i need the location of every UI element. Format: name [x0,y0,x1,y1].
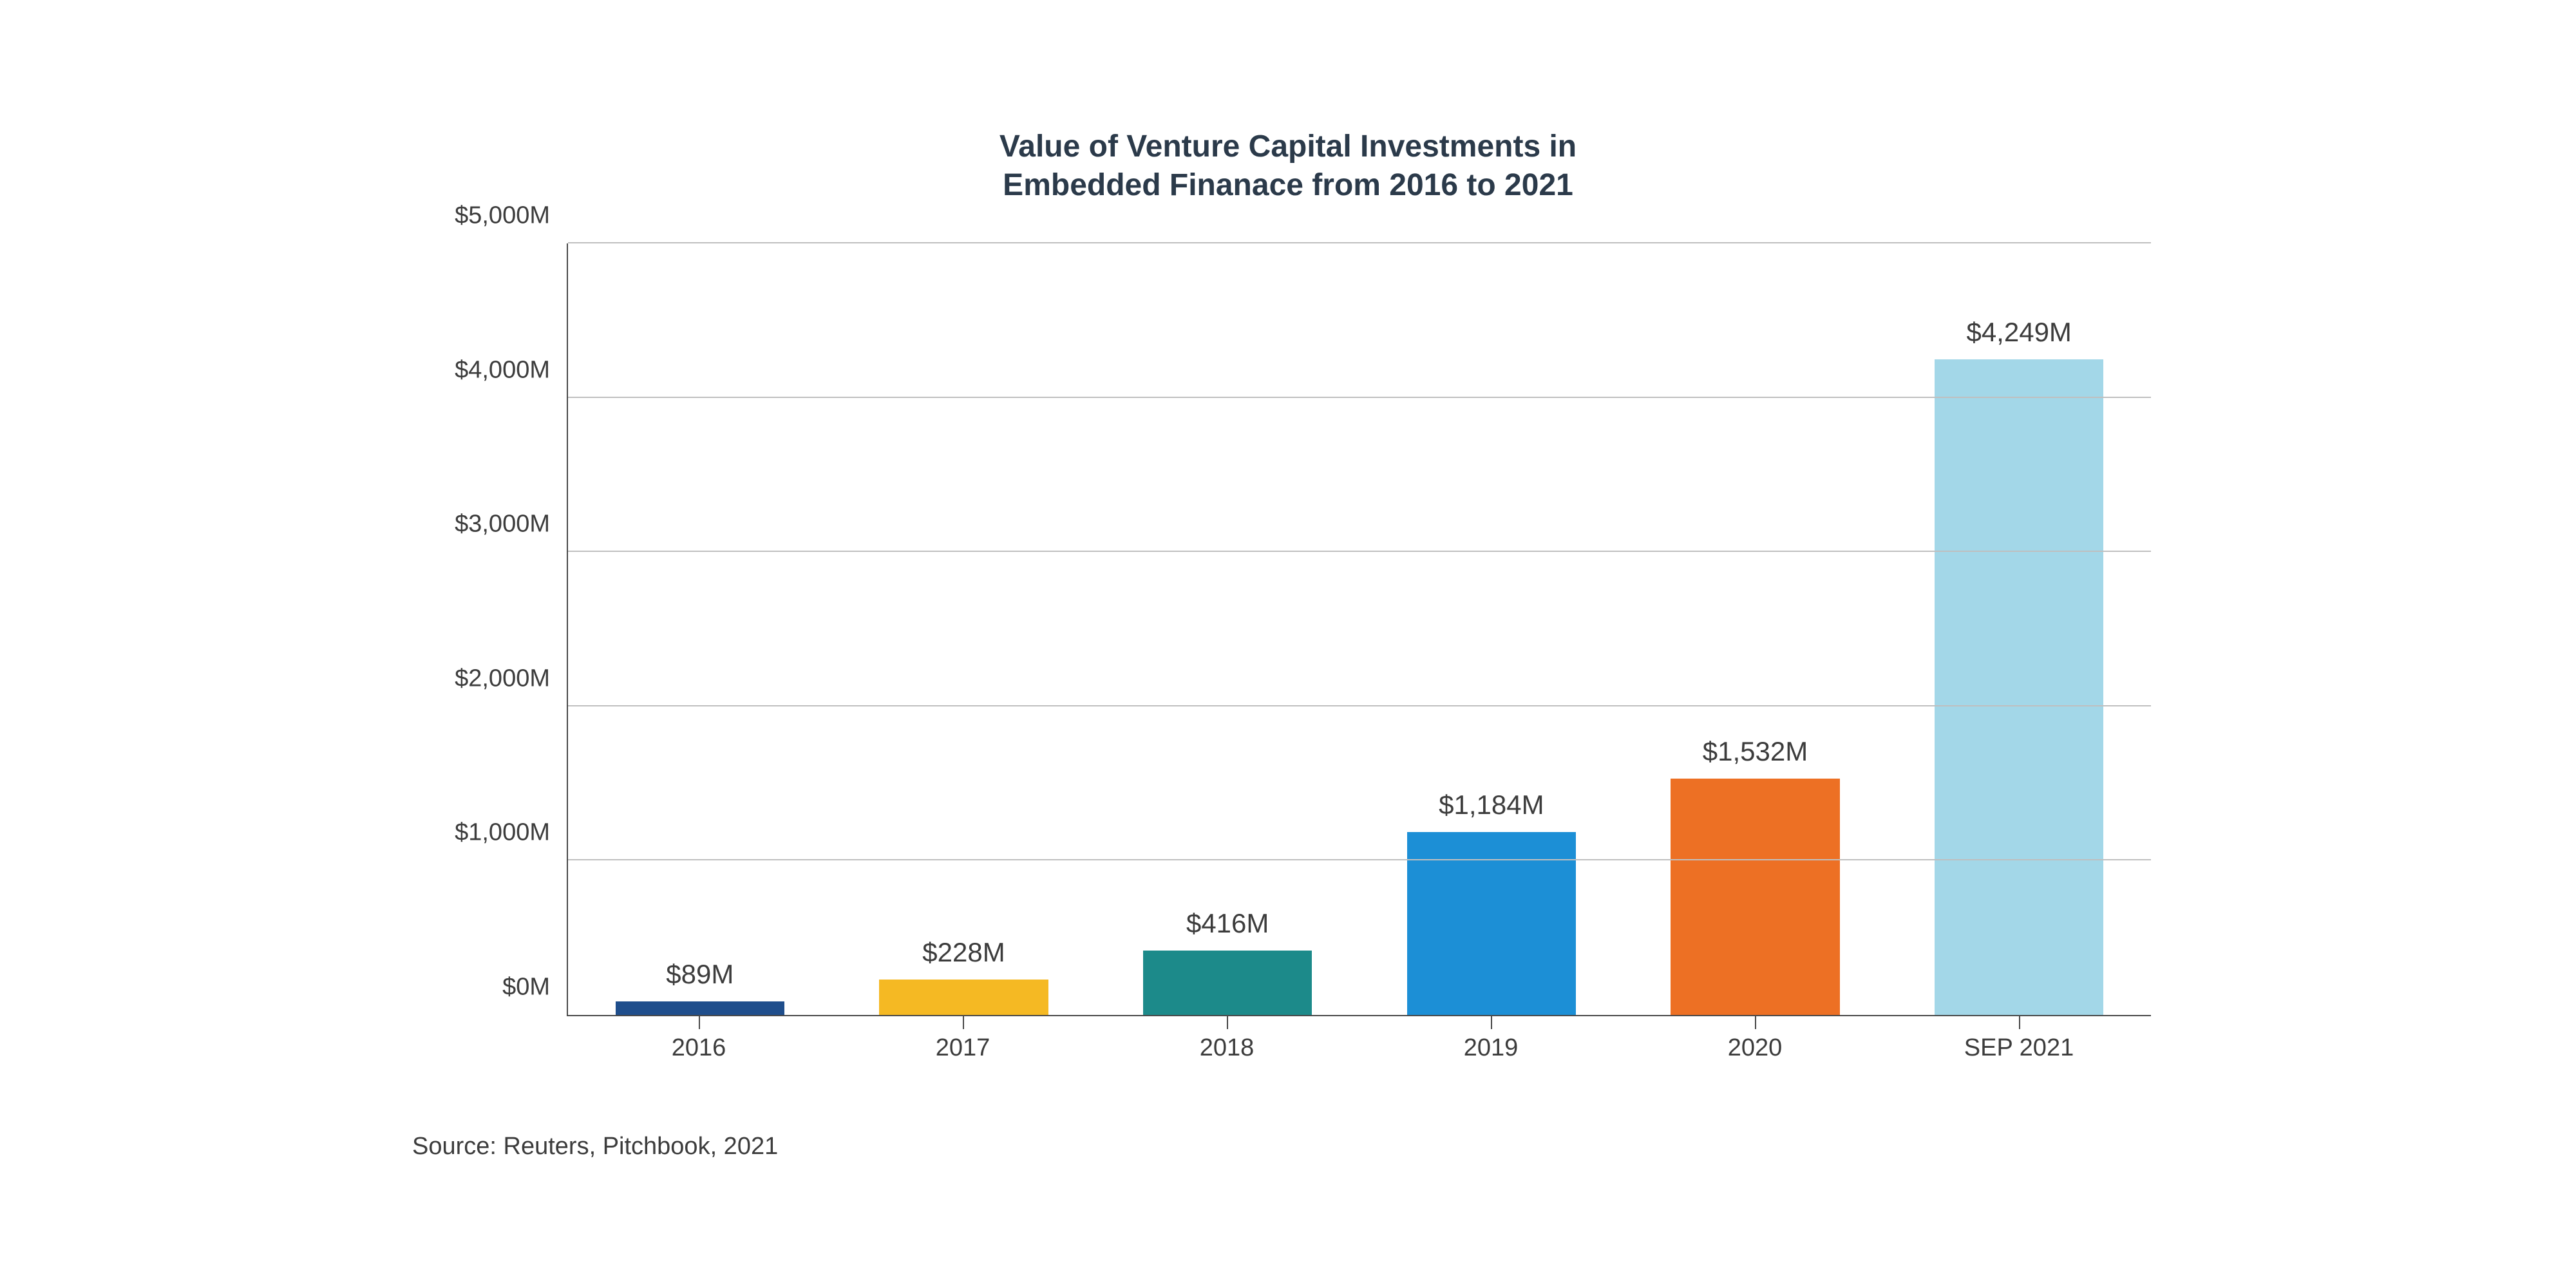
bars-group: $89M $228M $416M $1,184M $1,532M $4,249M [568,243,2151,1015]
bar-value-label: $4,249M [1966,317,2071,359]
x-tickmark [699,1016,700,1029]
x-tick-label: 2019 [1359,1034,1623,1062]
bar: $89M [616,1001,784,1015]
bar: $416M [1143,951,1312,1015]
bar: $228M [879,980,1048,1015]
bar: $1,532M [1671,779,1839,1015]
bar-slot: $1,184M [1359,243,1624,1015]
gridline [568,859,2151,860]
bar-value-label: $228M [922,937,1005,980]
y-tick-label: $0M [502,974,568,1001]
bar-value-label: $89M [666,959,734,1001]
chart-title: Value of Venture Capital Investments in … [386,128,2190,205]
bar-value-label: $1,184M [1439,790,1544,832]
gridline [568,705,2151,706]
gridline [568,242,2151,243]
bar-slot: $416M [1095,243,1359,1015]
y-tick-label: $3,000M [455,511,568,538]
bar-slot: $4,249M [1887,243,2151,1015]
chart-container: Value of Venture Capital Investments in … [386,128,2190,1160]
x-tick-label: SEP 2021 [1887,1034,2151,1062]
x-tick-label: 2016 [567,1034,831,1062]
y-tick-label: $1,000M [455,819,568,847]
chart-title-line-1: Value of Venture Capital Investments in [386,128,2190,166]
bar-value-label: $1,532M [1703,736,1808,779]
y-tick-label: $2,000M [455,665,568,692]
x-tick-label: 2020 [1623,1034,1887,1062]
x-tickmark [1755,1016,1756,1029]
chart-title-line-2: Embedded Finanace from 2016 to 2021 [386,166,2190,205]
x-tickmark [1227,1016,1228,1029]
x-tick-label: 2018 [1095,1034,1359,1062]
bar-slot: $1,532M [1624,243,1888,1015]
plot: $89M$228M$416M$1,184M$1,532M$4,249M $0M$… [567,243,2151,1016]
gridline [568,551,2151,552]
plot-area: $89M$228M$416M$1,184M$1,532M$4,249M $0M$… [567,243,2151,1062]
x-tickmark [963,1016,964,1029]
x-tickmark [2019,1016,2020,1029]
x-tick-label: 2017 [831,1034,1095,1062]
bar-slot: $89M [568,243,832,1015]
y-tick-label: $5,000M [455,202,568,230]
bar: $4,249M [1935,359,2103,1015]
bar-slot: $228M [832,243,1096,1015]
x-axis-labels: 20162017201820192020SEP 2021 [567,1034,2151,1062]
bar-value-label: $416M [1186,908,1269,951]
y-tick-label: $4,000M [455,356,568,384]
gridline [568,397,2151,398]
source-text: Source: Reuters, Pitchbook, 2021 [412,1133,2190,1160]
x-tickmark [1491,1016,1492,1029]
